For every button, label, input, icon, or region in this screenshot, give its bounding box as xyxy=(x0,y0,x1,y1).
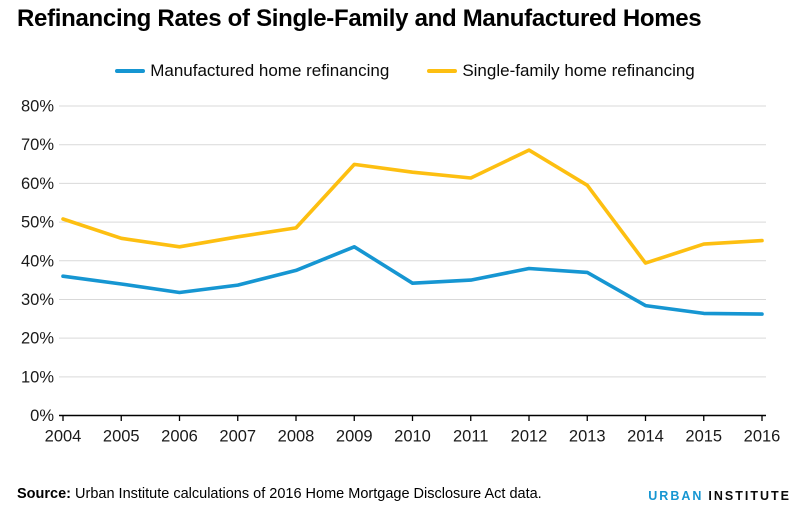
y-axis-tick-label: 20% xyxy=(21,330,54,348)
x-axis-tick-label: 2013 xyxy=(569,428,606,446)
chart-title: Refinancing Rates of Single-Family and M… xyxy=(17,5,702,32)
legend-swatch-single-family-icon xyxy=(427,69,458,73)
source-label: Source: xyxy=(17,486,71,502)
legend: Manufactured home refinancing Single-fam… xyxy=(0,61,810,81)
series-line-0 xyxy=(61,245,764,316)
x-axis-tick-label: 2015 xyxy=(685,428,722,446)
y-axis-tick-label: 80% xyxy=(21,98,54,116)
x-axis-tick-label: 2008 xyxy=(278,428,315,446)
line-chart: 0% 10% 20% 30% 40% 50% 60% 70% 80% 2004 2005 2006 20… xyxy=(21,98,781,446)
logo-institute-text: INSTITUTE xyxy=(708,489,791,503)
legend-label-manufactured: Manufactured home refinancing xyxy=(150,61,390,80)
y-axis-tick-label: 60% xyxy=(21,175,54,193)
y-axis-tick-label: 50% xyxy=(21,214,54,232)
x-axis-tick-label: 2007 xyxy=(219,428,256,446)
x-axis-tick-label: 2010 xyxy=(394,428,431,446)
x-axis-tick-label: 2006 xyxy=(161,428,198,446)
x-axis-tick-label: 2014 xyxy=(627,428,664,446)
x-axis-tick-label: 2012 xyxy=(511,428,548,446)
y-axis-tick-label: 10% xyxy=(21,368,54,386)
x-axis-tick-label: 2016 xyxy=(744,428,781,446)
source-note: Source: Urban Institute calculations of … xyxy=(17,486,542,502)
y-axis-tick-label: 70% xyxy=(21,136,54,154)
legend-item-manufactured: Manufactured home refinancing xyxy=(115,61,389,81)
y-axis-tick-label: 0% xyxy=(30,407,54,425)
x-axis-tick-label: 2005 xyxy=(103,428,140,446)
legend-swatch-manufactured-icon xyxy=(115,69,146,73)
source-text: Urban Institute calculations of 2016 Hom… xyxy=(75,486,542,502)
urban-institute-logo: URBAN INSTITUTE xyxy=(648,489,791,503)
legend-item-single-family: Single-family home refinancing xyxy=(427,61,695,81)
legend-label-single-family: Single-family home refinancing xyxy=(462,61,695,80)
x-axis-tick-label: 2004 xyxy=(45,428,82,446)
x-axis-tick-label: 2011 xyxy=(453,428,488,446)
x-axis-tick-label: 2009 xyxy=(336,428,373,446)
series-line-1 xyxy=(61,148,764,265)
y-axis-tick-label: 30% xyxy=(21,291,54,309)
logo-urban-text: URBAN xyxy=(648,489,704,503)
y-axis-tick-label: 40% xyxy=(21,252,54,270)
